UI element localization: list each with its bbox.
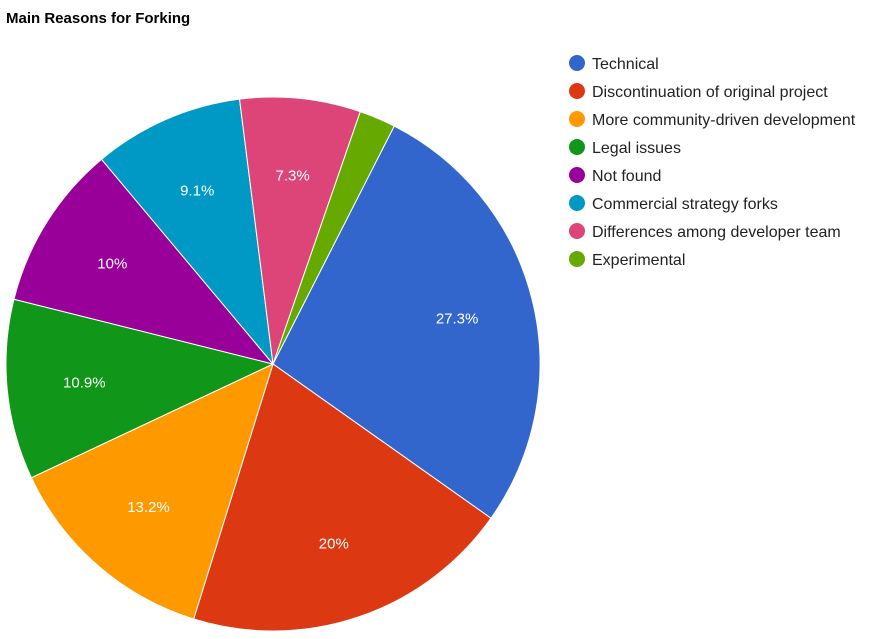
pie-slice-labels: 27.3% 20% 13.2% 10.9% 10% 9.1% 7.3% [63, 167, 478, 552]
legend-swatch [569, 55, 585, 71]
legend-item-technical: Technical [569, 55, 659, 73]
pie-slice-more-community-driven-development [30, 363, 274, 620]
legend-swatch [569, 195, 585, 211]
slice-label-not-found: 10% [97, 255, 127, 272]
legend-swatch [569, 251, 585, 267]
pie-slices [5, 96, 541, 632]
legend-item-differences-among-developer-team: Differences among developer team [569, 223, 841, 241]
legend-swatch [569, 139, 585, 155]
legend-item-legal-issues: Legal issues [569, 139, 681, 157]
legend-item-discontinuation-of-original-project: Discontinuation of original project [569, 83, 828, 101]
slice-label-differences-among-developer-team: 7.3% [275, 167, 309, 184]
legend-label: Legal issues [592, 140, 681, 157]
pie-slice-not-found [13, 158, 275, 365]
legend-swatch [569, 83, 585, 99]
legend-swatch [569, 223, 585, 239]
legend-swatch [569, 111, 585, 127]
pie-slice-differences-among-developer-team [238, 96, 361, 365]
legend-label: Technical [592, 56, 659, 73]
legend-label: Commercial strategy forks [592, 196, 778, 213]
chart-legend: Technical Discontinuation of original pro… [569, 55, 856, 269]
slice-label-more-community-driven-development: 13.2% [127, 499, 170, 516]
legend-label: Differences among developer team [592, 224, 841, 241]
legend-label: More community-driven development [592, 112, 856, 129]
pie-slice-technical [272, 125, 541, 519]
pie-slice-commercial-strategy-forks [100, 98, 274, 366]
slice-label-commercial-strategy-forks: 9.1% [180, 182, 214, 199]
pie-slice-legal-issues [5, 298, 275, 479]
legend-label: Experimental [592, 252, 685, 269]
legend-label: Discontinuation of original project [592, 84, 828, 101]
pie-slice-experimental [272, 111, 395, 365]
legend-item-not-found: Not found [569, 167, 661, 185]
chart-title: Main Reasons for Forking [6, 10, 190, 27]
legend-swatch [569, 167, 585, 183]
legend-item-commercial-strategy-forks: Commercial strategy forks [569, 195, 778, 213]
legend-item-experimental: Experimental [569, 251, 685, 269]
legend-item-more-community-driven-development: More community-driven development [569, 111, 856, 129]
slice-label-technical: 27.3% [436, 311, 479, 328]
pie-slice-discontinuation-of-original-project [193, 363, 492, 632]
slice-label-legal-issues: 10.9% [63, 374, 106, 391]
slice-label-discontinuation-of-original-project: 20% [319, 536, 349, 553]
legend-label: Not found [592, 168, 661, 185]
